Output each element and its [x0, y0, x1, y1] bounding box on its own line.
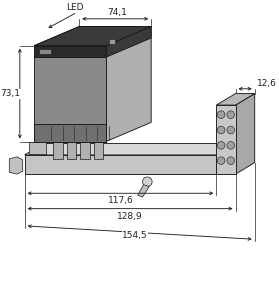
Polygon shape: [25, 143, 235, 155]
Circle shape: [217, 111, 225, 119]
Polygon shape: [29, 142, 46, 154]
Polygon shape: [34, 46, 106, 57]
Polygon shape: [9, 157, 23, 174]
Bar: [53, 142, 63, 159]
Circle shape: [217, 126, 225, 134]
Bar: [80, 142, 90, 159]
Polygon shape: [216, 105, 235, 174]
Text: 12,6: 12,6: [257, 80, 276, 88]
Polygon shape: [216, 143, 235, 174]
Text: 117,6: 117,6: [108, 196, 133, 206]
Polygon shape: [34, 26, 151, 46]
Polygon shape: [106, 26, 151, 142]
Circle shape: [227, 142, 235, 149]
Polygon shape: [25, 155, 216, 174]
Polygon shape: [216, 94, 255, 105]
Circle shape: [217, 157, 225, 164]
Circle shape: [227, 157, 235, 164]
Circle shape: [217, 142, 225, 149]
Text: 128,9: 128,9: [117, 212, 143, 221]
Text: 154,5: 154,5: [122, 231, 148, 240]
Text: 74,1: 74,1: [107, 8, 127, 16]
Bar: [109, 39, 115, 44]
Circle shape: [227, 111, 235, 119]
Polygon shape: [34, 26, 151, 46]
Polygon shape: [106, 26, 151, 57]
Bar: [67, 142, 76, 159]
Bar: [39, 49, 50, 54]
Circle shape: [143, 177, 152, 187]
Text: 73,1: 73,1: [0, 89, 20, 98]
Bar: [94, 142, 103, 159]
Polygon shape: [235, 94, 255, 174]
Circle shape: [227, 126, 235, 134]
Polygon shape: [34, 46, 106, 142]
Polygon shape: [138, 185, 149, 197]
Polygon shape: [34, 124, 106, 142]
Text: LED: LED: [66, 3, 83, 12]
